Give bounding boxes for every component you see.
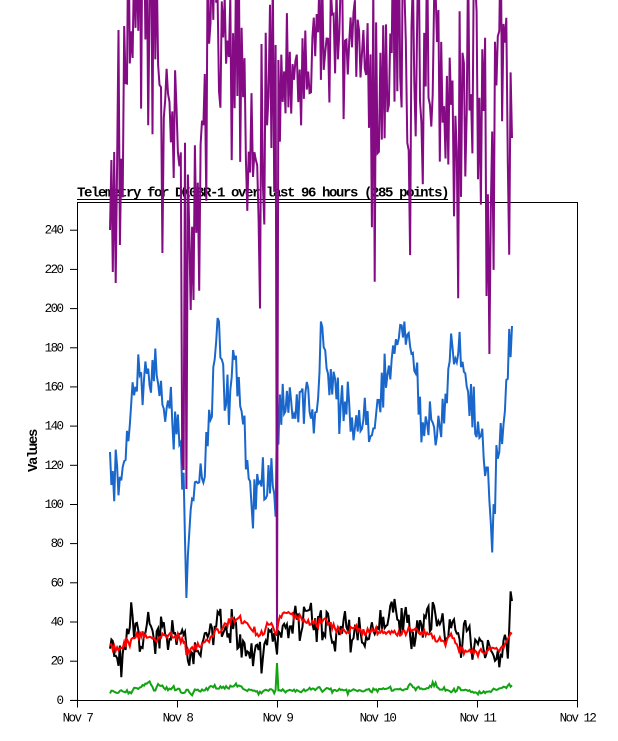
svg-text:Nov 11: Nov 11 — [460, 712, 497, 726]
svg-text:200: 200 — [45, 302, 64, 316]
svg-text:60: 60 — [51, 576, 64, 590]
svg-text:Nov 9: Nov 9 — [263, 712, 294, 726]
svg-text:220: 220 — [45, 263, 64, 277]
svg-text:0: 0 — [57, 694, 64, 708]
svg-text:Nov 10: Nov 10 — [360, 712, 397, 726]
svg-text:140: 140 — [45, 420, 64, 434]
svg-text:120: 120 — [45, 459, 64, 473]
svg-text:40: 40 — [51, 616, 64, 630]
svg-text:Nov 8: Nov 8 — [163, 712, 194, 726]
svg-text:160: 160 — [45, 380, 64, 394]
svg-text:20: 20 — [51, 655, 64, 669]
svg-text:180: 180 — [45, 341, 64, 355]
svg-text:Values: Values — [26, 429, 42, 472]
svg-text:240: 240 — [45, 224, 64, 238]
svg-text:80: 80 — [51, 537, 64, 551]
svg-text:Nov 12: Nov 12 — [560, 712, 597, 726]
svg-text:100: 100 — [45, 498, 64, 512]
svg-text:Nov 7: Nov 7 — [63, 712, 94, 726]
